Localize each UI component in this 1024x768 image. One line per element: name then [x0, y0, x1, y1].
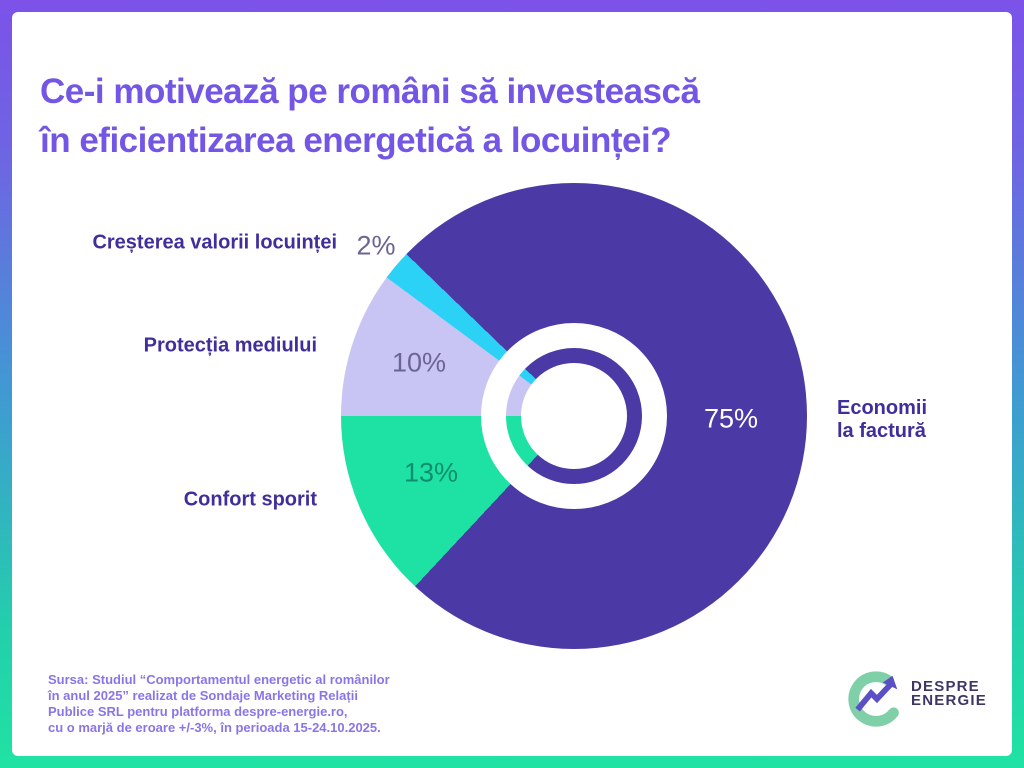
slice-label-economii: Economii la factură [837, 397, 927, 443]
source-line-1: Sursa: Studiul “Comportamentul energetic… [48, 672, 390, 687]
slice-label-protectia: Protecția mediului [143, 334, 317, 357]
slice-label-cresterea: Creșterea valorii locuinței [92, 231, 337, 254]
despre-energie-logo: DESPRE ENERGIE [845, 668, 1015, 732]
logo-line-1: DESPRE [911, 678, 980, 695]
slice-value-confort: 13% [403, 457, 459, 488]
slice-value-cresterea: 2% [356, 230, 396, 261]
logo-wordmark: DESPRE ENERGIE [911, 678, 987, 709]
slice-label-economii-line-1: Economii [837, 397, 928, 419]
source-note: Sursa: Studiul “Comportamentul energetic… [48, 672, 390, 736]
source-line-2: în anul 2025” realizat de Sondaje Market… [48, 688, 358, 703]
donut-center-circle [521, 363, 627, 469]
slice-label-economii-line-2: la factură [837, 420, 926, 442]
source-line-4: cu o marjă de eroare +/-3%, în perioada … [48, 720, 381, 735]
page-title: Ce-i motivează pe români să investească … [40, 67, 700, 165]
title-line-1: Ce-i motivează pe români să investească [40, 72, 700, 112]
logo-line-2: ENERGIE [911, 692, 987, 709]
energy-bolt-circle-icon [848, 671, 899, 727]
source-line-3: Publice SRL pentru platforma despre-ener… [48, 704, 348, 719]
slice-value-protectia: 10% [391, 347, 447, 378]
title-line-2: în eficientizarea energetică a locuinței… [40, 121, 672, 161]
slice-label-confort: Confort sporit [183, 488, 317, 511]
slice-value-economii: 75% [703, 403, 759, 434]
